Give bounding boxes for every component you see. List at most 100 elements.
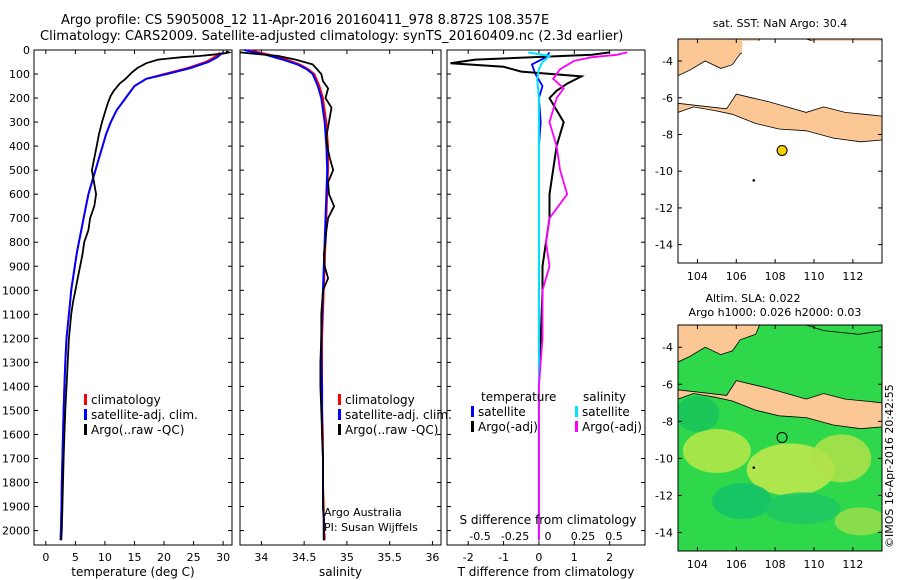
map-y-tick-label: -4	[662, 341, 673, 354]
pi-note: PI: Susan Wijffels	[324, 521, 418, 534]
legend-label: satellite	[582, 405, 630, 419]
x-tick-label: 10	[98, 551, 112, 564]
depth-tick-label: 1000	[2, 284, 30, 297]
series-line	[60, 50, 233, 541]
map-y-tick-label: -12	[655, 489, 673, 502]
data-provider-note: Argo Australia	[324, 506, 402, 519]
map-y-tick-label: -6	[662, 92, 673, 105]
x-tick-label: 36	[425, 551, 439, 564]
x-tick-label: 30	[216, 551, 230, 564]
depth-tick-label: 600	[9, 188, 30, 201]
legend-label: satellite-adj. clim.	[91, 408, 198, 422]
borneo-landmass	[678, 325, 761, 363]
christmas-island-marker	[752, 179, 756, 182]
map-y-tick-label: -4	[662, 55, 673, 68]
depth-tick-label: 800	[9, 236, 30, 249]
map-x-tick-label: 110	[804, 270, 825, 283]
sla-anomaly-patch	[834, 507, 882, 536]
legend-label: Argo(..raw -QC)	[91, 423, 184, 437]
depth-tick-label: 900	[9, 260, 30, 273]
title-line-2: Climatology: CARS2009. Satellite-adjuste…	[40, 29, 624, 44]
legend-label: satellite	[478, 405, 526, 419]
x-axis-label: temperature (deg C)	[71, 565, 194, 579]
x-tick-label: 25	[187, 551, 201, 564]
legend-label: Argo(-adj)	[582, 420, 642, 434]
map-y-tick-label: -8	[662, 415, 673, 428]
x-tick-label: 5	[72, 551, 79, 564]
map-x-tick-label: 104	[687, 270, 708, 283]
legend-label: climatology	[345, 393, 415, 407]
map-x-tick-label: 108	[765, 558, 786, 571]
sst-map-title: sat. SST: NaN Argo: 30.4	[713, 17, 847, 30]
sla-map-title: Altim. SLA: 0.022	[705, 292, 800, 305]
legend-swatch	[84, 424, 87, 435]
profile-panel-frame	[239, 49, 442, 546]
x-tick-label: -2	[463, 551, 474, 564]
sla-anomaly-patch	[678, 395, 720, 432]
x-tick-label: 2	[606, 551, 613, 564]
salinity-difference-tick: -0.5	[469, 530, 490, 543]
legend-swatch	[575, 421, 578, 432]
map-x-tick-label: 110	[804, 558, 825, 571]
salinity-difference-axis-title: S difference from climatology	[460, 513, 637, 527]
map-x-tick-label: 106	[726, 270, 747, 283]
x-tick-label: 20	[157, 551, 171, 564]
series-line	[239, 51, 336, 541]
series-line	[244, 49, 329, 541]
salinity-difference-tick: -0.25	[501, 530, 529, 543]
series-line	[538, 51, 628, 541]
series-line	[59, 51, 224, 541]
series-line	[248, 49, 330, 541]
depth-tick-label: 1800	[2, 477, 30, 490]
x-tick-label: 15	[127, 551, 141, 564]
legend-swatch	[338, 394, 341, 405]
x-tick-label: 35.5	[377, 551, 402, 564]
depth-tick-label: 1900	[2, 501, 30, 514]
legend-header-salinity: salinity	[583, 390, 626, 404]
map-y-tick-label: -6	[662, 378, 673, 391]
sla-anomaly-patch	[811, 434, 872, 483]
series-line	[528, 51, 552, 541]
depth-tick-label: 1700	[2, 452, 30, 465]
depth-tick-label: 2000	[2, 525, 30, 538]
depth-tick-label: 0	[23, 44, 30, 57]
legend-label: Argo(-adj)	[478, 420, 538, 434]
depth-tick-label: 700	[9, 212, 30, 225]
depth-tick-label: 1500	[2, 404, 30, 417]
depth-tick-label: 200	[9, 92, 30, 105]
map-y-tick-label: -10	[655, 452, 673, 465]
profile-panel-frame	[446, 49, 646, 546]
depth-tick-label: 100	[9, 68, 30, 81]
x-tick-label: 0	[42, 551, 49, 564]
sla-map-layer	[677, 324, 883, 552]
kalimantan-landmass	[806, 325, 882, 335]
depth-tick-label: 1400	[2, 380, 30, 393]
map-x-tick-label: 106	[726, 558, 747, 571]
map-y-tick-label: -14	[655, 239, 673, 252]
map-x-tick-label: 104	[687, 558, 708, 571]
x-tick-label: 1	[571, 551, 578, 564]
x-tick-label: 34.5	[292, 551, 317, 564]
x-axis-label: T difference from climatology	[457, 565, 635, 579]
legend-label: Argo(..raw -QC)	[345, 423, 438, 437]
map-frame	[677, 324, 883, 552]
map-y-tick-label: -10	[655, 165, 673, 178]
map-x-tick-label: 108	[765, 270, 786, 283]
map-y-tick-label: -8	[662, 128, 673, 141]
x-tick-label: 35	[340, 551, 354, 564]
depth-tick-label: 1100	[2, 308, 30, 321]
x-axis-label: salinity	[319, 565, 362, 579]
map-frame	[677, 38, 883, 264]
java-landmass	[678, 93, 882, 143]
legend-swatch	[575, 406, 578, 417]
sla-anomaly-patch	[682, 428, 751, 473]
java-landmass	[678, 380, 882, 430]
title-line-1: Argo profile: CS 5905008_12 11-Apr-2016 …	[61, 13, 550, 28]
depth-tick-label: 400	[9, 140, 30, 153]
argo-float-marker	[776, 431, 788, 443]
salinity-difference-tick: 0	[545, 530, 552, 543]
christmas-island-marker	[752, 466, 756, 469]
profile-panel-frame	[33, 49, 233, 546]
depth-tick-label: 300	[9, 116, 30, 129]
